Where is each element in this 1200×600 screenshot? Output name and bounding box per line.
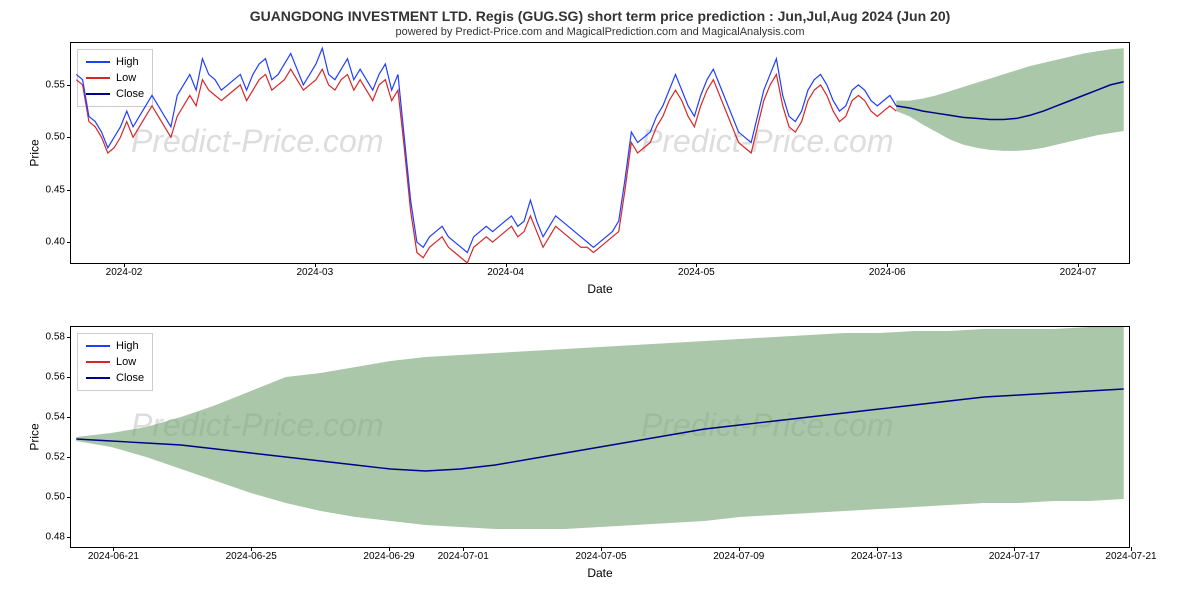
low-line [76, 69, 896, 263]
prediction-band [76, 327, 1123, 529]
x-axis-label: Date [0, 282, 1200, 296]
x-axis-label: Date [0, 566, 1200, 580]
prediction-band [896, 48, 1123, 151]
y-axis-label: Price [28, 139, 42, 166]
bottom-chart: Predict-Price.com Predict-Price.com Pric… [70, 326, 1130, 548]
y-axis-label: Price [28, 423, 42, 450]
page-title: GUANGDONG INVESTMENT LTD. Regis (GUG.SG)… [0, 0, 1200, 24]
top-chart: Predict-Price.com Predict-Price.com Pric… [70, 42, 1130, 264]
chart-container: GUANGDONG INVESTMENT LTD. Regis (GUG.SG)… [0, 0, 1200, 600]
page-subtitle: powered by Predict-Price.com and Magical… [0, 24, 1200, 42]
